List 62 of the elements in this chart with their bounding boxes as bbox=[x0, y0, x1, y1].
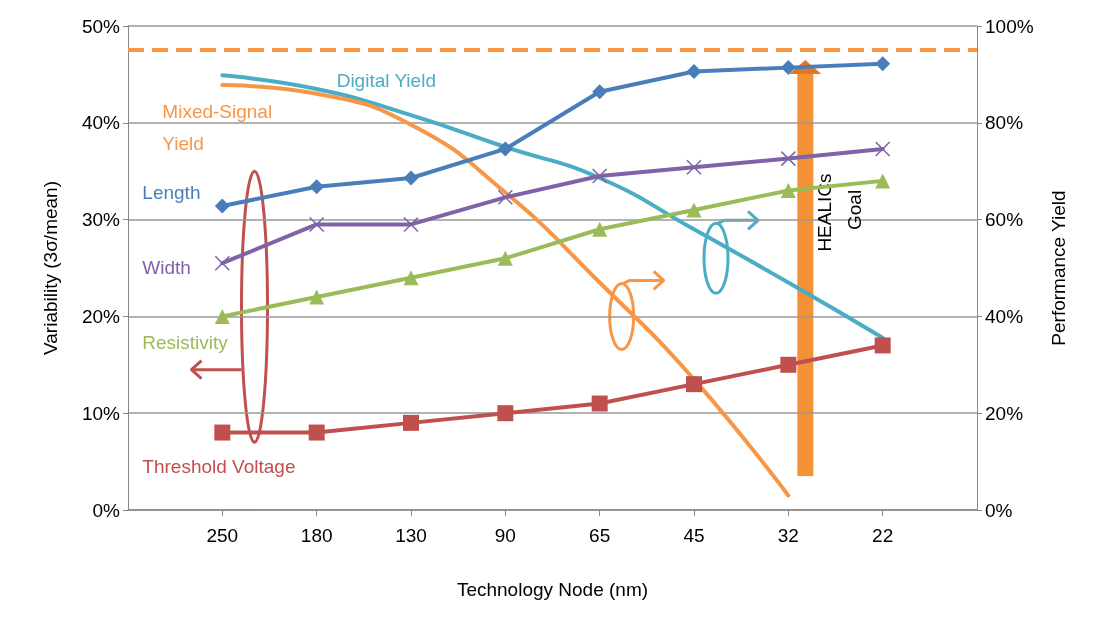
y-tick-label: 10% bbox=[81, 402, 121, 424]
y-tick-label: 20% bbox=[81, 305, 121, 327]
point bbox=[591, 395, 608, 412]
series-label: Threshold Voltage bbox=[142, 456, 296, 478]
point bbox=[497, 405, 514, 422]
point bbox=[403, 170, 419, 186]
x-axis-title: Technology Node (nm) bbox=[456, 579, 649, 600]
y-tick-label: 50% bbox=[81, 15, 121, 37]
point bbox=[780, 60, 796, 76]
point bbox=[686, 376, 702, 393]
y2-axis-title: Performance Yield bbox=[1048, 190, 1069, 346]
point bbox=[874, 337, 891, 354]
x-tick-label: 130 bbox=[395, 525, 427, 546]
point bbox=[780, 150, 797, 167]
point bbox=[875, 173, 891, 189]
point bbox=[497, 141, 513, 157]
y-tick-label: 40% bbox=[81, 112, 121, 134]
point bbox=[592, 84, 608, 100]
x-tick-label: 45 bbox=[683, 525, 705, 546]
y-tick-label: 30% bbox=[81, 209, 121, 231]
point bbox=[591, 168, 608, 184]
point bbox=[403, 270, 419, 286]
point bbox=[780, 356, 797, 373]
y2-tick-label: 60% bbox=[985, 209, 1024, 231]
x-tick-label: 90 bbox=[494, 525, 516, 546]
point bbox=[497, 250, 513, 266]
x-tick-label: 250 bbox=[206, 525, 239, 546]
point bbox=[214, 255, 231, 271]
series-label: Digital Yield bbox=[336, 70, 436, 92]
y2-tick-label: 20% bbox=[985, 402, 1024, 424]
point bbox=[780, 183, 796, 199]
y-axis-title: Variability (3σ/mean) bbox=[40, 181, 61, 355]
y2-tick-label: 40% bbox=[985, 305, 1024, 327]
point bbox=[686, 159, 702, 176]
point bbox=[214, 424, 231, 441]
point bbox=[214, 308, 230, 324]
series-label: Resistivity bbox=[142, 331, 229, 353]
annotation: HEALICs Goal bbox=[813, 168, 865, 252]
point bbox=[403, 414, 419, 431]
point bbox=[592, 221, 608, 237]
x-tick-label: 180 bbox=[300, 525, 333, 546]
point bbox=[686, 64, 702, 79]
point bbox=[497, 189, 514, 206]
y2-tick-label: 80% bbox=[985, 112, 1024, 134]
point bbox=[403, 216, 419, 233]
series-label: Mixed-Signal Yield bbox=[162, 100, 278, 154]
y-tick-label: 0% bbox=[92, 499, 121, 521]
x-tick-label: 65 bbox=[589, 525, 611, 546]
x-tick-label: 22 bbox=[872, 525, 894, 546]
point bbox=[309, 289, 325, 305]
point bbox=[875, 56, 891, 72]
y2-tick-label: 100% bbox=[985, 15, 1034, 37]
x-tick-label: 32 bbox=[777, 525, 799, 546]
series-label: Width bbox=[142, 256, 191, 278]
y2-tick-label: 0% bbox=[985, 499, 1013, 521]
point bbox=[309, 179, 325, 195]
series-label: Length bbox=[142, 181, 201, 203]
point bbox=[686, 202, 702, 218]
point bbox=[874, 141, 891, 157]
point bbox=[308, 424, 325, 441]
point bbox=[308, 216, 325, 233]
point bbox=[214, 198, 230, 214]
